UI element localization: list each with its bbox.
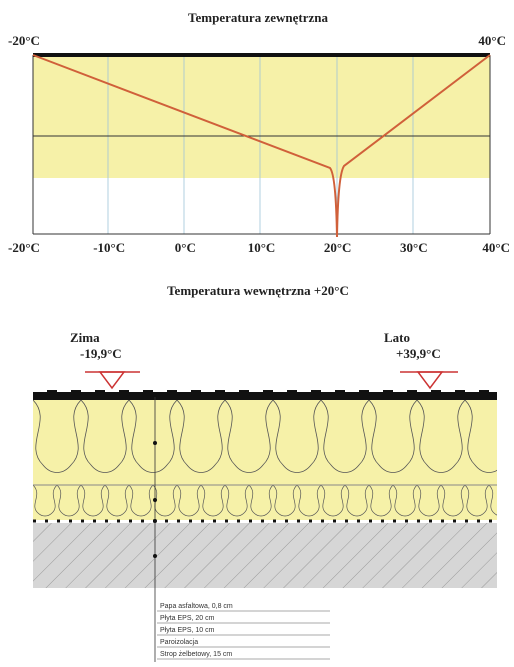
winter-label: Zima xyxy=(70,330,100,345)
winter-value: -19,9°C xyxy=(80,346,122,361)
x-tick-label: -20°C xyxy=(8,240,40,255)
subtitle: Temperatura wewnętrzna +20°C xyxy=(167,283,349,298)
eps-20-pattern xyxy=(33,400,497,485)
summer-value: +39,9°C xyxy=(396,346,441,361)
temperature-profile xyxy=(32,54,491,238)
title: Temperatura zewnętrzna xyxy=(188,10,328,25)
band xyxy=(33,55,490,178)
layer-label: Płyta EPS, 20 cm xyxy=(160,615,215,622)
marker xyxy=(416,371,444,390)
layer-label: Paroizolacja xyxy=(160,639,198,646)
x-tick-label: 0°C xyxy=(175,240,196,255)
layer-label: Strop żelbetowy, 15 cm xyxy=(160,651,232,658)
x-tick-label: 20°C xyxy=(324,240,352,255)
x-tick-label: 40°C xyxy=(482,240,510,255)
top-left-label: -20°C xyxy=(8,33,40,48)
top-right-label: 40°C xyxy=(478,33,506,48)
marker xyxy=(98,371,126,390)
slab-pattern xyxy=(33,523,497,588)
membrane xyxy=(33,390,497,400)
x-tick-label: 10°C xyxy=(248,240,276,255)
layer-label: Papa asfaltowa, 0,8 cm xyxy=(160,603,233,610)
x-tick-label: -10°C xyxy=(93,240,125,255)
x-tick-label: 30°C xyxy=(400,240,428,255)
eps-10-pattern xyxy=(33,485,497,520)
leader-dots xyxy=(153,393,157,558)
layer-label: Płyta EPS, 10 cm xyxy=(160,627,215,634)
grid xyxy=(107,55,414,234)
summer-label: Lato xyxy=(384,330,410,345)
